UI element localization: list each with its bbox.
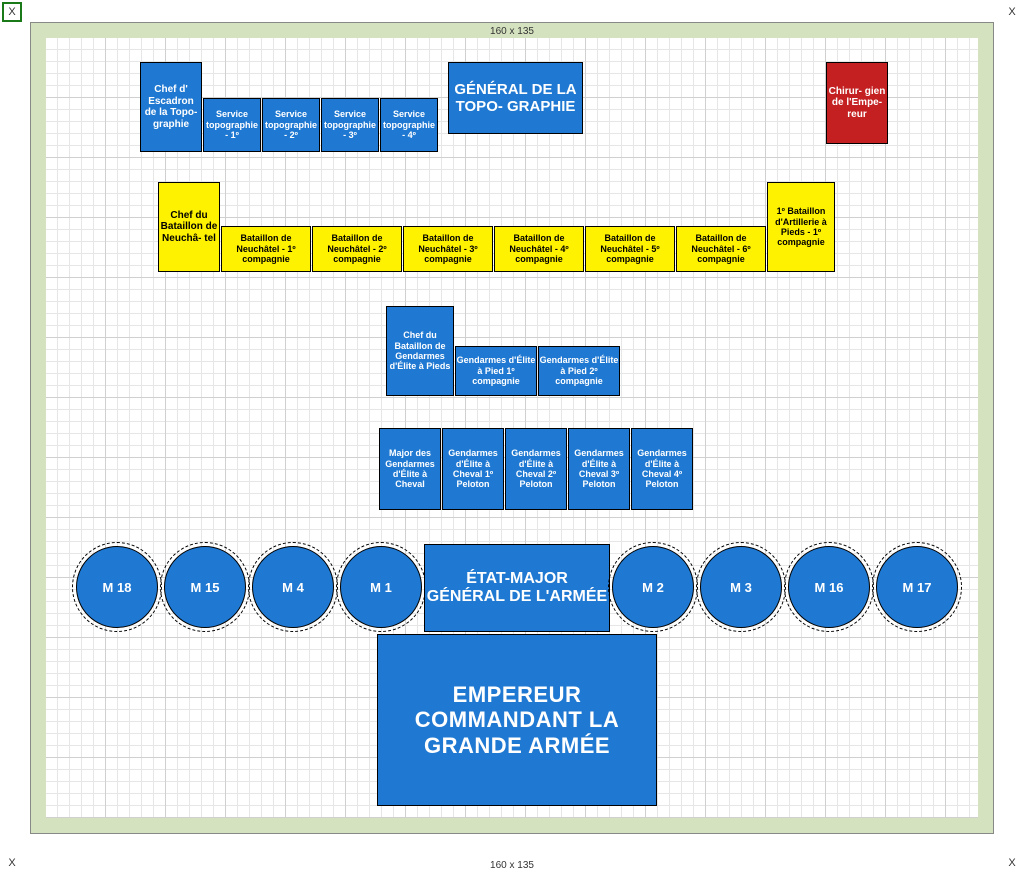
neuchatel-compagnie-6: Bataillon de Neuchâtel - 6º compagnie [676, 226, 766, 272]
neuchatel-compagnie-5: Bataillon de Neuchâtel - 5º compagnie [585, 226, 675, 272]
dimensions-top: 160 x 135 [490, 26, 534, 37]
circle-m18: M 18 [72, 542, 162, 632]
circle-m1: M 1 [336, 542, 426, 632]
chef-bataillon-neuchatel: Chef du Bataillon de Neuchâ- tel [158, 182, 220, 272]
service-topo-1: Service topographie - 1º [203, 98, 261, 152]
neuchatel-compagnie-2: Bataillon de Neuchâtel - 2º compagnie [312, 226, 402, 272]
circle-m16: M 16 [784, 542, 874, 632]
chef-gendarmes-elite-pied: Chef du Bataillon de Gendarmes d'Élite à… [386, 306, 454, 396]
gendarmes-cheval-2: Gendarmes d'Élite à Cheval 2º Peloton [505, 428, 567, 510]
service-topo-3: Service topographie - 3º [321, 98, 379, 152]
neuchatel-compagnie-1: Bataillon de Neuchâtel - 1º compagnie [221, 226, 311, 272]
corner-marker-tl: X [2, 2, 22, 22]
circle-m4: M 4 [248, 542, 338, 632]
service-topo-4: Service topographie - 4º [380, 98, 438, 152]
chef-topographie: Chef d' Escadron de la Topo- graphie [140, 62, 202, 152]
general-topographie: GÉNÉRAL DE LA TOPO- GRAPHIE [448, 62, 583, 134]
bataillon-artillerie-pieds: 1º Bataillon d'Artillerie à Pieds - 1º c… [767, 182, 835, 272]
dimensions-bottom: 160 x 135 [490, 860, 534, 871]
etat-major-general: ÉTAT-MAJOR GÉNÉRAL DE L'ARMÉE [424, 544, 610, 632]
gendarmes-pied-2: Gendarmes d'Élite à Pied 2º compagnie [538, 346, 620, 396]
corner-marker-tr: X [1002, 2, 1022, 22]
circle-m15: M 15 [160, 542, 250, 632]
gendarmes-cheval-3: Gendarmes d'Élite à Cheval 3º Peloton [568, 428, 630, 510]
empereur-commandant: EMPEREUR COMMANDANT LA GRANDE ARMÉE [377, 634, 657, 806]
circle-m2: M 2 [608, 542, 698, 632]
gendarmes-pied-1: Gendarmes d'Élite à Pied 1º compagnie [455, 346, 537, 396]
corner-marker-bl: X [2, 853, 22, 873]
neuchatel-compagnie-3: Bataillon de Neuchâtel - 3º compagnie [403, 226, 493, 272]
corner-marker-br: X [1002, 853, 1022, 873]
circle-m17: M 17 [872, 542, 962, 632]
neuchatel-compagnie-4: Bataillon de Neuchâtel - 4º compagnie [494, 226, 584, 272]
gendarmes-cheval-1: Gendarmes d'Élite à Cheval 1º Peloton [442, 428, 504, 510]
chirurgien-empereur: Chirur- gien de l'Empe- reur [826, 62, 888, 144]
major-gendarmes-cheval: Major des Gendarmes d'Élite à Cheval [379, 428, 441, 510]
service-topo-2: Service topographie - 2º [262, 98, 320, 152]
gendarmes-cheval-4: Gendarmes d'Élite à Cheval 4º Peloton [631, 428, 693, 510]
circle-m3: M 3 [696, 542, 786, 632]
